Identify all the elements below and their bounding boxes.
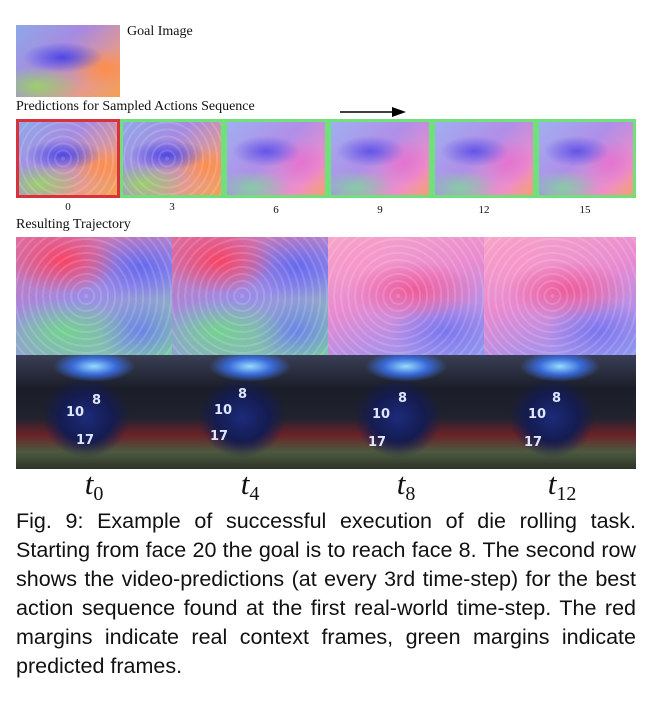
goal-image-label: Goal Image xyxy=(127,24,193,39)
prediction-frame xyxy=(536,119,636,198)
die-face-number: 17 xyxy=(76,433,95,448)
die-face-number: 8 xyxy=(552,391,562,406)
step-label: 0 xyxy=(65,201,71,213)
figure-caption: Fig. 9: Example of successful execution … xyxy=(16,509,636,678)
die-face-number: 10 xyxy=(528,407,547,422)
trajectory-flow-frame xyxy=(484,237,636,355)
die-face-number: 8 xyxy=(398,391,408,406)
trajectory-camera-frame: 8 10 17 xyxy=(484,355,636,469)
die-face-number: 10 xyxy=(214,403,233,418)
time-label: t4 xyxy=(240,466,260,505)
trajectory-flow-frame xyxy=(328,237,484,355)
prediction-frame-real xyxy=(16,119,120,198)
die-face-number: 10 xyxy=(66,405,85,420)
die-face-number: 8 xyxy=(238,387,248,402)
time-label: t0 xyxy=(84,466,104,505)
goal-image xyxy=(16,25,120,97)
trajectory-flow-frame xyxy=(16,237,172,355)
step-label: 12 xyxy=(478,204,490,216)
prediction-frame xyxy=(432,119,536,198)
trajectory-flow-frame xyxy=(172,237,328,355)
step-label: 9 xyxy=(377,204,383,216)
predictions-label: Predictions for Sampled Actions Sequence xyxy=(16,99,255,114)
die-face-number: 8 xyxy=(92,393,102,408)
prediction-frame xyxy=(224,119,328,198)
trajectory-camera-frame: 8 10 17 xyxy=(172,355,328,469)
step-label: 3 xyxy=(169,201,175,213)
prediction-frame xyxy=(120,119,224,198)
die-face-number: 10 xyxy=(372,407,391,422)
trajectory-label: Resulting Trajectory xyxy=(16,217,131,232)
die-face-number: 17 xyxy=(368,435,387,450)
die-face-number: 17 xyxy=(524,435,543,450)
trajectory-camera-frame: 8 10 17 xyxy=(16,355,172,469)
step-label: 15 xyxy=(579,204,591,216)
trajectory-camera-frame: 8 10 17 xyxy=(328,355,484,469)
step-label: 6 xyxy=(273,204,279,216)
arrow-right-icon xyxy=(340,107,406,117)
time-label: t8 xyxy=(396,466,416,505)
prediction-frame xyxy=(328,119,432,198)
die-face-number: 17 xyxy=(210,429,229,444)
time-label: t12 xyxy=(547,466,577,505)
